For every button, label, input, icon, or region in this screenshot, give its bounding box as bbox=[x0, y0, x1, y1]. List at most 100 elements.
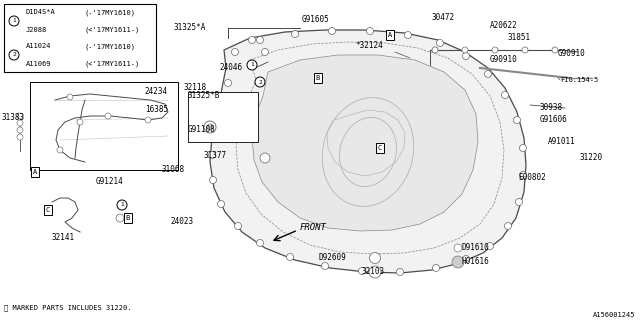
Circle shape bbox=[367, 28, 374, 35]
Text: (-'17MY1610): (-'17MY1610) bbox=[84, 43, 135, 50]
Text: (<'17MY1611-): (<'17MY1611-) bbox=[84, 60, 140, 67]
Circle shape bbox=[462, 47, 468, 53]
Text: 24046: 24046 bbox=[219, 63, 242, 73]
Text: 2: 2 bbox=[258, 79, 262, 84]
Text: 31383: 31383 bbox=[2, 114, 25, 123]
Text: 31325*A: 31325*A bbox=[174, 23, 206, 33]
Text: 24023: 24023 bbox=[170, 218, 193, 227]
Circle shape bbox=[255, 77, 265, 87]
Text: G90910: G90910 bbox=[558, 50, 586, 59]
Circle shape bbox=[248, 36, 255, 44]
Circle shape bbox=[17, 113, 23, 119]
Text: C: C bbox=[46, 207, 50, 213]
Circle shape bbox=[463, 52, 470, 60]
Circle shape bbox=[463, 255, 470, 262]
Text: 31220: 31220 bbox=[580, 154, 603, 163]
Circle shape bbox=[369, 266, 381, 278]
Circle shape bbox=[321, 262, 328, 269]
Text: 1: 1 bbox=[12, 19, 16, 23]
Text: D92609: D92609 bbox=[318, 253, 346, 262]
Circle shape bbox=[486, 243, 493, 250]
Text: 30472: 30472 bbox=[432, 13, 455, 22]
Circle shape bbox=[211, 126, 218, 133]
Bar bbox=[30, 82, 178, 170]
Text: J2088: J2088 bbox=[26, 27, 47, 33]
Circle shape bbox=[17, 127, 23, 133]
Text: 16385: 16385 bbox=[145, 106, 168, 115]
Circle shape bbox=[209, 151, 216, 158]
Text: G90910: G90910 bbox=[490, 55, 518, 65]
Circle shape bbox=[204, 121, 216, 133]
Circle shape bbox=[515, 198, 522, 205]
Text: 30938: 30938 bbox=[540, 103, 563, 113]
Text: B: B bbox=[126, 215, 130, 221]
Text: A20622: A20622 bbox=[490, 20, 518, 29]
Text: C: C bbox=[378, 145, 382, 151]
Circle shape bbox=[232, 49, 239, 55]
Text: 31851: 31851 bbox=[508, 34, 531, 43]
Text: G91605: G91605 bbox=[302, 15, 330, 25]
Circle shape bbox=[218, 102, 225, 109]
Text: 32103: 32103 bbox=[362, 268, 385, 276]
Text: D91610: D91610 bbox=[462, 244, 490, 252]
Text: 32141: 32141 bbox=[52, 234, 75, 243]
Circle shape bbox=[484, 70, 492, 77]
Text: B: B bbox=[316, 75, 320, 81]
Circle shape bbox=[513, 116, 520, 124]
Text: 31068: 31068 bbox=[162, 165, 185, 174]
Circle shape bbox=[287, 253, 294, 260]
Circle shape bbox=[291, 30, 298, 37]
Circle shape bbox=[397, 268, 403, 276]
Text: 1: 1 bbox=[250, 62, 254, 68]
Text: ※ MARKED PARTS INCLUDES 31220.: ※ MARKED PARTS INCLUDES 31220. bbox=[4, 305, 131, 311]
Text: 31325*B: 31325*B bbox=[188, 92, 220, 100]
Circle shape bbox=[436, 39, 444, 46]
Circle shape bbox=[9, 50, 19, 60]
Circle shape bbox=[209, 177, 216, 183]
Circle shape bbox=[57, 147, 63, 153]
Text: G91108: G91108 bbox=[188, 125, 216, 134]
Circle shape bbox=[247, 60, 257, 70]
Circle shape bbox=[225, 79, 232, 86]
Text: 32118: 32118 bbox=[184, 84, 207, 92]
Text: A11024: A11024 bbox=[26, 44, 51, 50]
Circle shape bbox=[257, 36, 264, 44]
Text: E00802: E00802 bbox=[518, 173, 546, 182]
Text: FRONT: FRONT bbox=[300, 223, 327, 233]
Circle shape bbox=[117, 200, 127, 210]
Circle shape bbox=[492, 47, 498, 53]
Text: 2: 2 bbox=[12, 52, 16, 58]
Circle shape bbox=[207, 124, 213, 130]
Bar bbox=[4, 4, 156, 72]
Circle shape bbox=[432, 47, 438, 53]
Circle shape bbox=[404, 31, 412, 38]
Circle shape bbox=[218, 201, 225, 207]
Circle shape bbox=[454, 244, 462, 252]
Circle shape bbox=[552, 47, 558, 53]
Text: A: A bbox=[388, 32, 392, 38]
Polygon shape bbox=[210, 30, 526, 273]
Text: A156001245: A156001245 bbox=[593, 312, 635, 318]
Circle shape bbox=[234, 222, 241, 229]
Circle shape bbox=[260, 153, 270, 163]
Text: *32124: *32124 bbox=[355, 41, 383, 50]
Circle shape bbox=[433, 265, 440, 271]
Bar bbox=[188, 92, 258, 142]
Circle shape bbox=[504, 222, 511, 229]
Text: 24234: 24234 bbox=[144, 87, 167, 97]
Text: A: A bbox=[33, 169, 37, 175]
Circle shape bbox=[522, 47, 528, 53]
Circle shape bbox=[9, 16, 19, 26]
Text: G91214: G91214 bbox=[96, 178, 124, 187]
Circle shape bbox=[145, 117, 151, 123]
Circle shape bbox=[502, 92, 509, 99]
Text: FIG.154-5: FIG.154-5 bbox=[560, 77, 598, 83]
Circle shape bbox=[77, 119, 83, 125]
Circle shape bbox=[520, 145, 527, 151]
Text: (-'17MY1610): (-'17MY1610) bbox=[84, 9, 135, 16]
Text: A11069: A11069 bbox=[26, 60, 51, 67]
Circle shape bbox=[328, 28, 335, 35]
Text: H01616: H01616 bbox=[462, 258, 490, 267]
Circle shape bbox=[257, 239, 264, 246]
Text: 31377: 31377 bbox=[203, 150, 226, 159]
